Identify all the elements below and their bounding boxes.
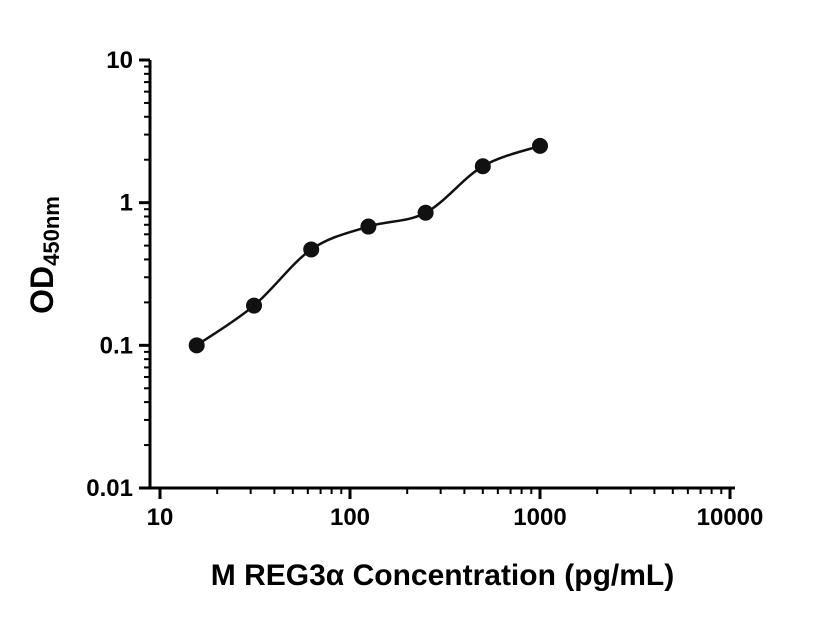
axes-frame xyxy=(148,60,735,490)
y-tick-label: 1 xyxy=(120,190,133,217)
x-tick-label: 10 xyxy=(147,504,174,531)
y-axis-title: OD450nm xyxy=(24,196,64,314)
x-tick-label: 1000 xyxy=(513,504,566,531)
data-point xyxy=(532,137,548,154)
data-point xyxy=(474,158,491,175)
y-tick-label: 0.1 xyxy=(100,332,133,359)
data-point xyxy=(188,337,205,354)
data-point xyxy=(246,297,263,314)
x-axis-title: M REG3α Concentration (pg/mL) xyxy=(211,559,674,592)
fit-curve xyxy=(195,144,541,347)
data-point xyxy=(360,218,377,235)
data-point xyxy=(303,241,320,258)
x-tick-label: 100 xyxy=(330,504,370,531)
x-tick-label: 10000 xyxy=(697,504,764,531)
data-point xyxy=(417,204,434,221)
y-tick-label: 0.01 xyxy=(86,475,133,502)
y-tick-label: 10 xyxy=(106,47,133,74)
